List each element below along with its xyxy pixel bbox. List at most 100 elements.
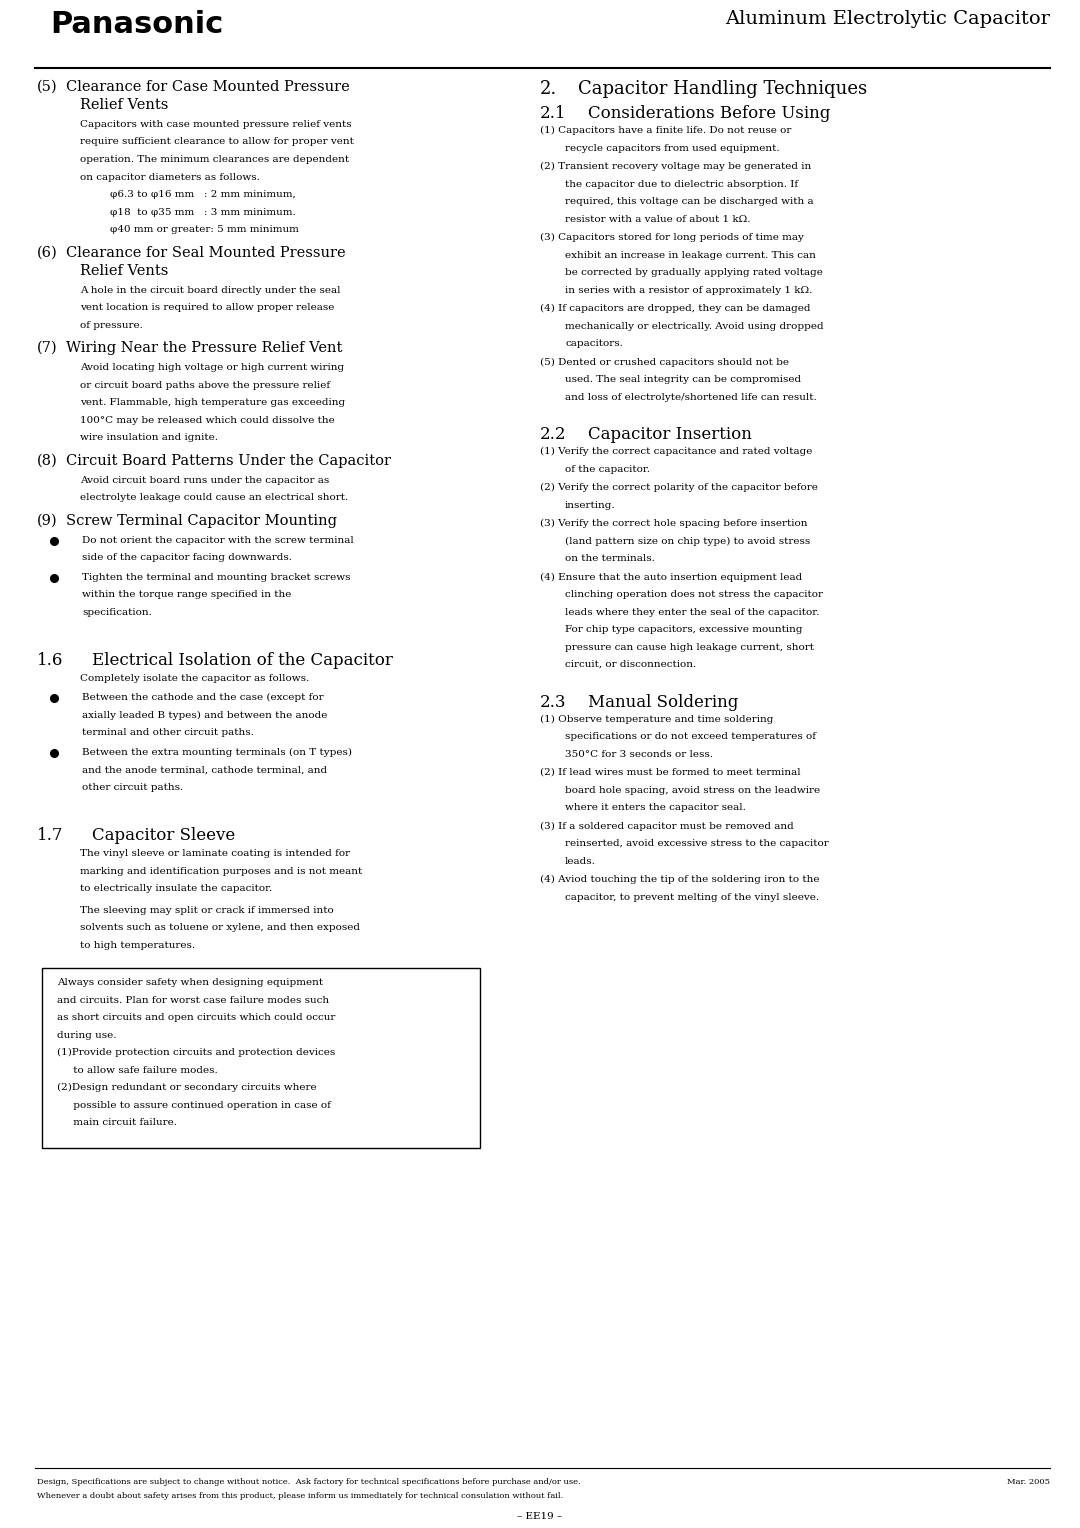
Text: (2) If lead wires must be formed to meet terminal: (2) If lead wires must be formed to meet… bbox=[540, 769, 800, 778]
Text: (7): (7) bbox=[37, 341, 57, 354]
Text: Capacitors with case mounted pressure relief vents: Capacitors with case mounted pressure re… bbox=[80, 121, 352, 128]
Text: reinserted, avoid excessive stress to the capacitor: reinserted, avoid excessive stress to th… bbox=[565, 839, 828, 848]
Text: within the torque range specified in the: within the torque range specified in the bbox=[82, 590, 292, 599]
Text: Between the extra mounting terminals (on T types): Between the extra mounting terminals (on… bbox=[82, 747, 352, 756]
Text: main circuit failure.: main circuit failure. bbox=[57, 1118, 177, 1128]
Text: leads where they enter the seal of the capacitor.: leads where they enter the seal of the c… bbox=[565, 608, 820, 616]
Text: (4) If capacitors are dropped, they can be damaged: (4) If capacitors are dropped, they can … bbox=[540, 304, 810, 313]
Text: (2) Verify the correct polarity of the capacitor before: (2) Verify the correct polarity of the c… bbox=[540, 483, 818, 492]
Text: Panasonic: Panasonic bbox=[50, 11, 224, 40]
Text: Aluminum Electrolytic Capacitor: Aluminum Electrolytic Capacitor bbox=[725, 11, 1050, 28]
Text: Clearance for Case Mounted Pressure: Clearance for Case Mounted Pressure bbox=[66, 79, 349, 95]
Text: mechanically or electrically. Avoid using dropped: mechanically or electrically. Avoid usin… bbox=[565, 321, 824, 330]
Text: Wiring Near the Pressure Relief Vent: Wiring Near the Pressure Relief Vent bbox=[66, 341, 342, 354]
Text: the capacitor due to dielectric absorption. If: the capacitor due to dielectric absorpti… bbox=[565, 179, 798, 188]
Text: possible to assure continued operation in case of: possible to assure continued operation i… bbox=[57, 1100, 330, 1109]
Text: require sufficient clearance to allow for proper vent: require sufficient clearance to allow fo… bbox=[80, 138, 354, 147]
Text: leads.: leads. bbox=[565, 857, 596, 865]
Text: to allow safe failure modes.: to allow safe failure modes. bbox=[57, 1065, 218, 1074]
Text: Between the cathode and the case (except for: Between the cathode and the case (except… bbox=[82, 694, 324, 703]
Text: Electrical Isolation of the Capacitor: Electrical Isolation of the Capacitor bbox=[92, 652, 393, 669]
Text: (5) Dented or crushed capacitors should not be: (5) Dented or crushed capacitors should … bbox=[540, 358, 789, 367]
Text: Completely isolate the capacitor as follows.: Completely isolate the capacitor as foll… bbox=[80, 674, 309, 683]
Text: (5): (5) bbox=[37, 79, 57, 95]
Text: (4) Ensure that the auto insertion equipment lead: (4) Ensure that the auto insertion equip… bbox=[540, 573, 802, 582]
Text: exhibit an increase in leakage current. This can: exhibit an increase in leakage current. … bbox=[565, 251, 815, 260]
Text: as short circuits and open circuits which could occur: as short circuits and open circuits whic… bbox=[57, 1013, 336, 1022]
Text: and the anode terminal, cathode terminal, and: and the anode terminal, cathode terminal… bbox=[82, 766, 327, 775]
Text: to high temperatures.: to high temperatures. bbox=[80, 941, 195, 950]
Text: The sleeving may split or crack if immersed into: The sleeving may split or crack if immer… bbox=[80, 906, 334, 915]
Text: or circuit board paths above the pressure relief: or circuit board paths above the pressur… bbox=[80, 380, 330, 390]
Text: where it enters the capacitor seal.: where it enters the capacitor seal. bbox=[565, 804, 746, 811]
Text: in series with a resistor of approximately 1 kΩ.: in series with a resistor of approximate… bbox=[565, 286, 812, 295]
Text: and loss of electrolyte/shortened life can result.: and loss of electrolyte/shortened life c… bbox=[565, 393, 816, 402]
Text: terminal and other circuit paths.: terminal and other circuit paths. bbox=[82, 729, 254, 736]
Text: recycle capacitors from used equipment.: recycle capacitors from used equipment. bbox=[565, 144, 780, 153]
Text: Tighten the terminal and mounting bracket screws: Tighten the terminal and mounting bracke… bbox=[82, 573, 351, 582]
Text: capacitors.: capacitors. bbox=[565, 339, 623, 348]
Text: Avoid locating high voltage or high current wiring: Avoid locating high voltage or high curr… bbox=[80, 364, 345, 371]
Text: wire insulation and ignite.: wire insulation and ignite. bbox=[80, 432, 218, 442]
Text: (1)Provide protection circuits and protection devices: (1)Provide protection circuits and prote… bbox=[57, 1048, 335, 1057]
Text: Relief Vents: Relief Vents bbox=[80, 98, 168, 112]
Text: Manual Soldering: Manual Soldering bbox=[588, 694, 739, 711]
Text: during use.: during use. bbox=[57, 1031, 117, 1039]
Text: Circuit Board Patterns Under the Capacitor: Circuit Board Patterns Under the Capacit… bbox=[66, 454, 391, 468]
Text: used. The seal integrity can be compromised: used. The seal integrity can be compromi… bbox=[565, 374, 801, 384]
Text: Avoid circuit board runs under the capacitor as: Avoid circuit board runs under the capac… bbox=[80, 475, 329, 484]
Text: (2)Design redundant or secondary circuits where: (2)Design redundant or secondary circuit… bbox=[57, 1083, 316, 1093]
Text: circuit, or disconnection.: circuit, or disconnection. bbox=[565, 660, 697, 669]
Text: be corrected by gradually applying rated voltage: be corrected by gradually applying rated… bbox=[565, 267, 823, 277]
Text: 350°C for 3 seconds or less.: 350°C for 3 seconds or less. bbox=[565, 750, 713, 758]
Text: Whenever a doubt about safety arises from this product, please inform us immedia: Whenever a doubt about safety arises fro… bbox=[37, 1491, 564, 1500]
Text: and circuits. Plan for worst case failure modes such: and circuits. Plan for worst case failur… bbox=[57, 996, 329, 1005]
Text: 2.: 2. bbox=[540, 79, 557, 98]
Text: (8): (8) bbox=[37, 454, 57, 468]
Text: (1) Observe temperature and time soldering: (1) Observe temperature and time solderi… bbox=[540, 715, 773, 724]
Text: of pressure.: of pressure. bbox=[80, 321, 143, 330]
Text: 2.3: 2.3 bbox=[540, 694, 567, 711]
Text: (3) If a soldered capacitor must be removed and: (3) If a soldered capacitor must be remo… bbox=[540, 822, 794, 831]
Text: Design, Specifications are subject to change without notice.  Ask factory for te: Design, Specifications are subject to ch… bbox=[37, 1478, 581, 1487]
Text: φ6.3 to φ16 mm   : 2 mm minimum,: φ6.3 to φ16 mm : 2 mm minimum, bbox=[110, 189, 296, 199]
Text: inserting.: inserting. bbox=[565, 501, 616, 509]
Text: vent. Flammable, high temperature gas exceeding: vent. Flammable, high temperature gas ex… bbox=[80, 397, 346, 406]
Text: (9): (9) bbox=[37, 513, 57, 527]
Text: specification.: specification. bbox=[82, 608, 152, 616]
Text: other circuit paths.: other circuit paths. bbox=[82, 782, 184, 792]
Text: on the terminals.: on the terminals. bbox=[565, 555, 654, 562]
Text: resistor with a value of about 1 kΩ.: resistor with a value of about 1 kΩ. bbox=[565, 214, 751, 223]
Text: Do not orient the capacitor with the screw terminal: Do not orient the capacitor with the scr… bbox=[82, 535, 354, 544]
Text: The vinyl sleeve or laminate coating is intended for: The vinyl sleeve or laminate coating is … bbox=[80, 850, 350, 859]
Text: on capacitor diameters as follows.: on capacitor diameters as follows. bbox=[80, 173, 260, 182]
Bar bbox=[42, 969, 480, 1148]
Text: electrolyte leakage could cause an electrical short.: electrolyte leakage could cause an elect… bbox=[80, 494, 348, 503]
Text: Capacitor Insertion: Capacitor Insertion bbox=[588, 426, 752, 443]
Text: Capacitor Sleeve: Capacitor Sleeve bbox=[92, 827, 235, 845]
Text: 100°C may be released which could dissolve the: 100°C may be released which could dissol… bbox=[80, 416, 335, 425]
Text: pressure can cause high leakage current, short: pressure can cause high leakage current,… bbox=[565, 642, 814, 651]
Text: A hole in the circuit board directly under the seal: A hole in the circuit board directly und… bbox=[80, 286, 340, 295]
Text: marking and identification purposes and is not meant: marking and identification purposes and … bbox=[80, 866, 362, 876]
Text: clinching operation does not stress the capacitor: clinching operation does not stress the … bbox=[565, 590, 823, 599]
Text: 1.6: 1.6 bbox=[37, 652, 64, 669]
Text: 1.7: 1.7 bbox=[37, 827, 64, 845]
Text: to electrically insulate the capacitor.: to electrically insulate the capacitor. bbox=[80, 885, 272, 894]
Text: (3) Capacitors stored for long periods of time may: (3) Capacitors stored for long periods o… bbox=[540, 232, 804, 241]
Text: For chip type capacitors, excessive mounting: For chip type capacitors, excessive moun… bbox=[565, 625, 802, 634]
Text: specifications or do not exceed temperatures of: specifications or do not exceed temperat… bbox=[565, 732, 816, 741]
Text: (3) Verify the correct hole spacing before insertion: (3) Verify the correct hole spacing befo… bbox=[540, 520, 808, 529]
Text: 2.1: 2.1 bbox=[540, 105, 567, 122]
Text: (2) Transient recovery voltage may be generated in: (2) Transient recovery voltage may be ge… bbox=[540, 162, 811, 171]
Text: Clearance for Seal Mounted Pressure: Clearance for Seal Mounted Pressure bbox=[66, 246, 346, 260]
Text: axially leaded B types) and between the anode: axially leaded B types) and between the … bbox=[82, 711, 327, 720]
Text: vent location is required to allow proper release: vent location is required to allow prope… bbox=[80, 303, 335, 312]
Text: φ18  to φ35 mm   : 3 mm minimum.: φ18 to φ35 mm : 3 mm minimum. bbox=[110, 208, 296, 217]
Text: board hole spacing, avoid stress on the leadwire: board hole spacing, avoid stress on the … bbox=[565, 785, 820, 795]
Text: solvents such as toluene or xylene, and then exposed: solvents such as toluene or xylene, and … bbox=[80, 923, 360, 932]
Text: – EE19 –: – EE19 – bbox=[517, 1513, 563, 1520]
Text: required, this voltage can be discharged with a: required, this voltage can be discharged… bbox=[565, 197, 813, 206]
Text: of the capacitor.: of the capacitor. bbox=[565, 465, 650, 474]
Text: (1) Verify the correct capacitance and rated voltage: (1) Verify the correct capacitance and r… bbox=[540, 448, 812, 457]
